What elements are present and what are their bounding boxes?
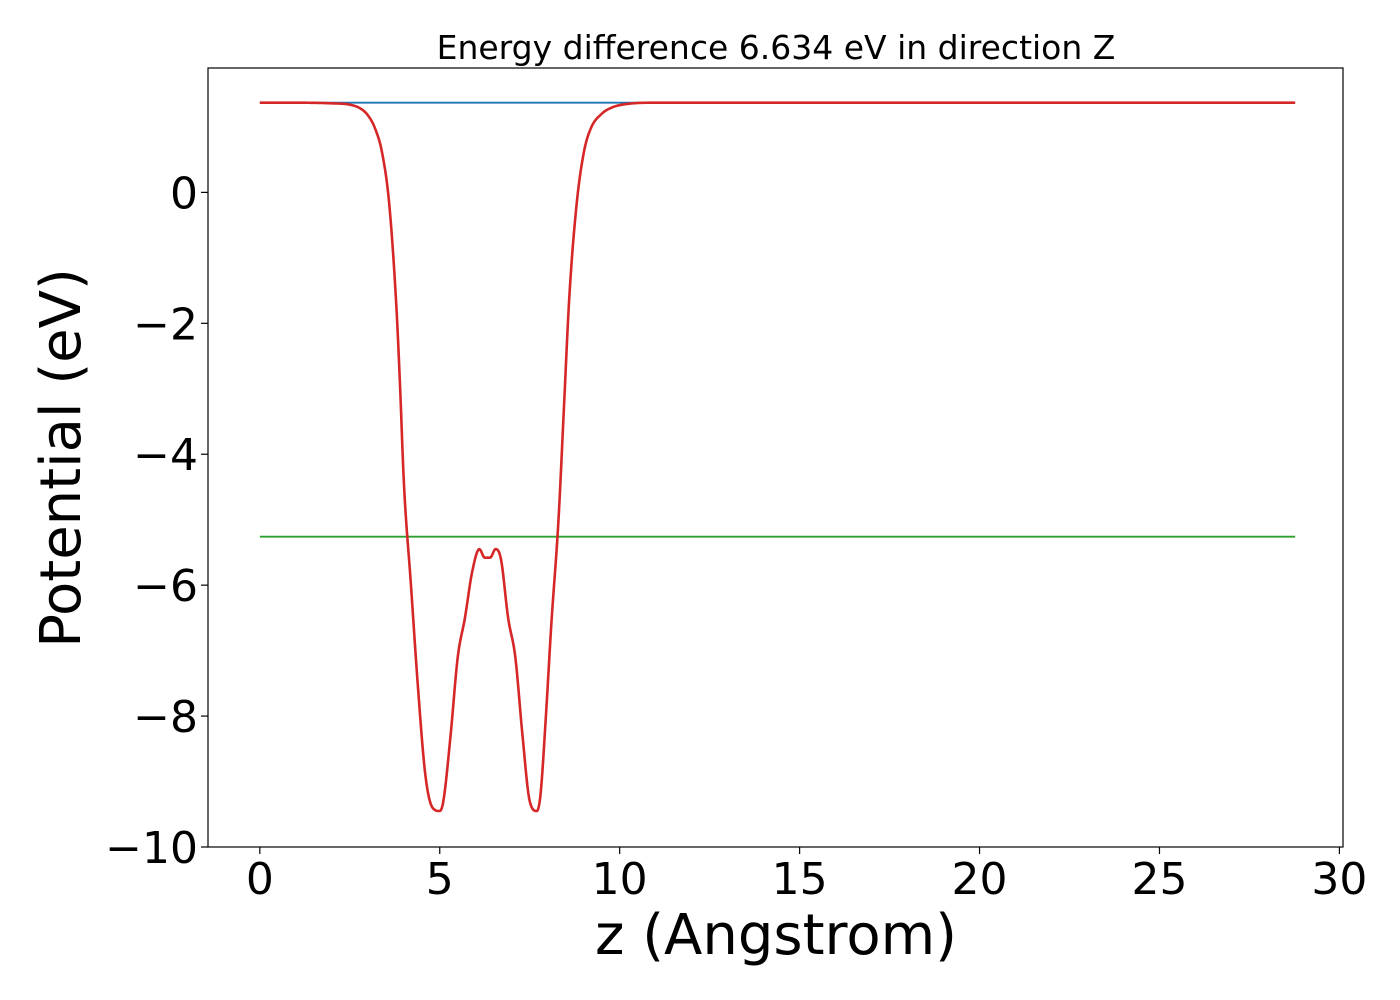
chart-title: Energy difference 6.634 eV in direction … — [437, 28, 1116, 67]
x-tick-label: 25 — [1131, 854, 1187, 905]
x-tick-label: 30 — [1311, 854, 1367, 905]
x-tick-label: 0 — [246, 854, 274, 905]
plot-frame — [207, 67, 1344, 848]
y-tick-label: 0 — [170, 168, 198, 219]
y-axis-ticks: 0 −2 −4 −6 −8 −10 — [105, 168, 208, 874]
series-line-3 — [259, 101, 1296, 813]
x-tick-label: 10 — [592, 854, 648, 905]
x-axis-label: z (Angstrom) — [595, 903, 957, 968]
x-tick-label: 5 — [426, 854, 454, 905]
plot-lines — [259, 101, 1296, 813]
y-tick-label: −2 — [133, 299, 198, 350]
y-axis-label: Potential (eV) — [29, 268, 94, 648]
x-tick-label: 15 — [772, 854, 828, 905]
y-tick-label: −8 — [133, 692, 198, 743]
x-tick-label: 20 — [952, 854, 1008, 905]
y-tick-label: −6 — [133, 561, 198, 612]
x-axis-ticks: 0 5 10 15 20 25 30 — [246, 847, 1367, 905]
y-tick-label: −10 — [105, 823, 198, 874]
y-tick-label: −4 — [133, 430, 198, 481]
